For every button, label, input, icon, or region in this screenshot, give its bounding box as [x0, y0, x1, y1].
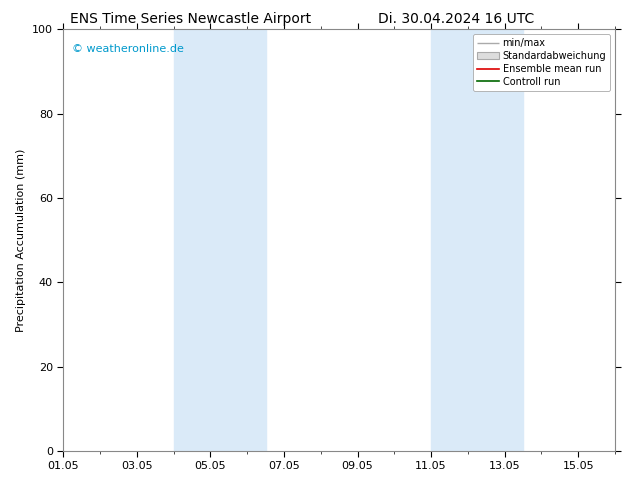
Text: © weatheronline.de: © weatheronline.de: [72, 44, 184, 54]
Text: Di. 30.04.2024 16 UTC: Di. 30.04.2024 16 UTC: [378, 12, 534, 26]
Text: ENS Time Series Newcastle Airport: ENS Time Series Newcastle Airport: [70, 12, 311, 26]
Bar: [431, 29, 523, 451]
Bar: [174, 29, 266, 451]
Y-axis label: Precipitation Accumulation (mm): Precipitation Accumulation (mm): [16, 148, 27, 332]
Legend: min/max, Standardabweichung, Ensemble mean run, Controll run: min/max, Standardabweichung, Ensemble me…: [474, 34, 610, 91]
